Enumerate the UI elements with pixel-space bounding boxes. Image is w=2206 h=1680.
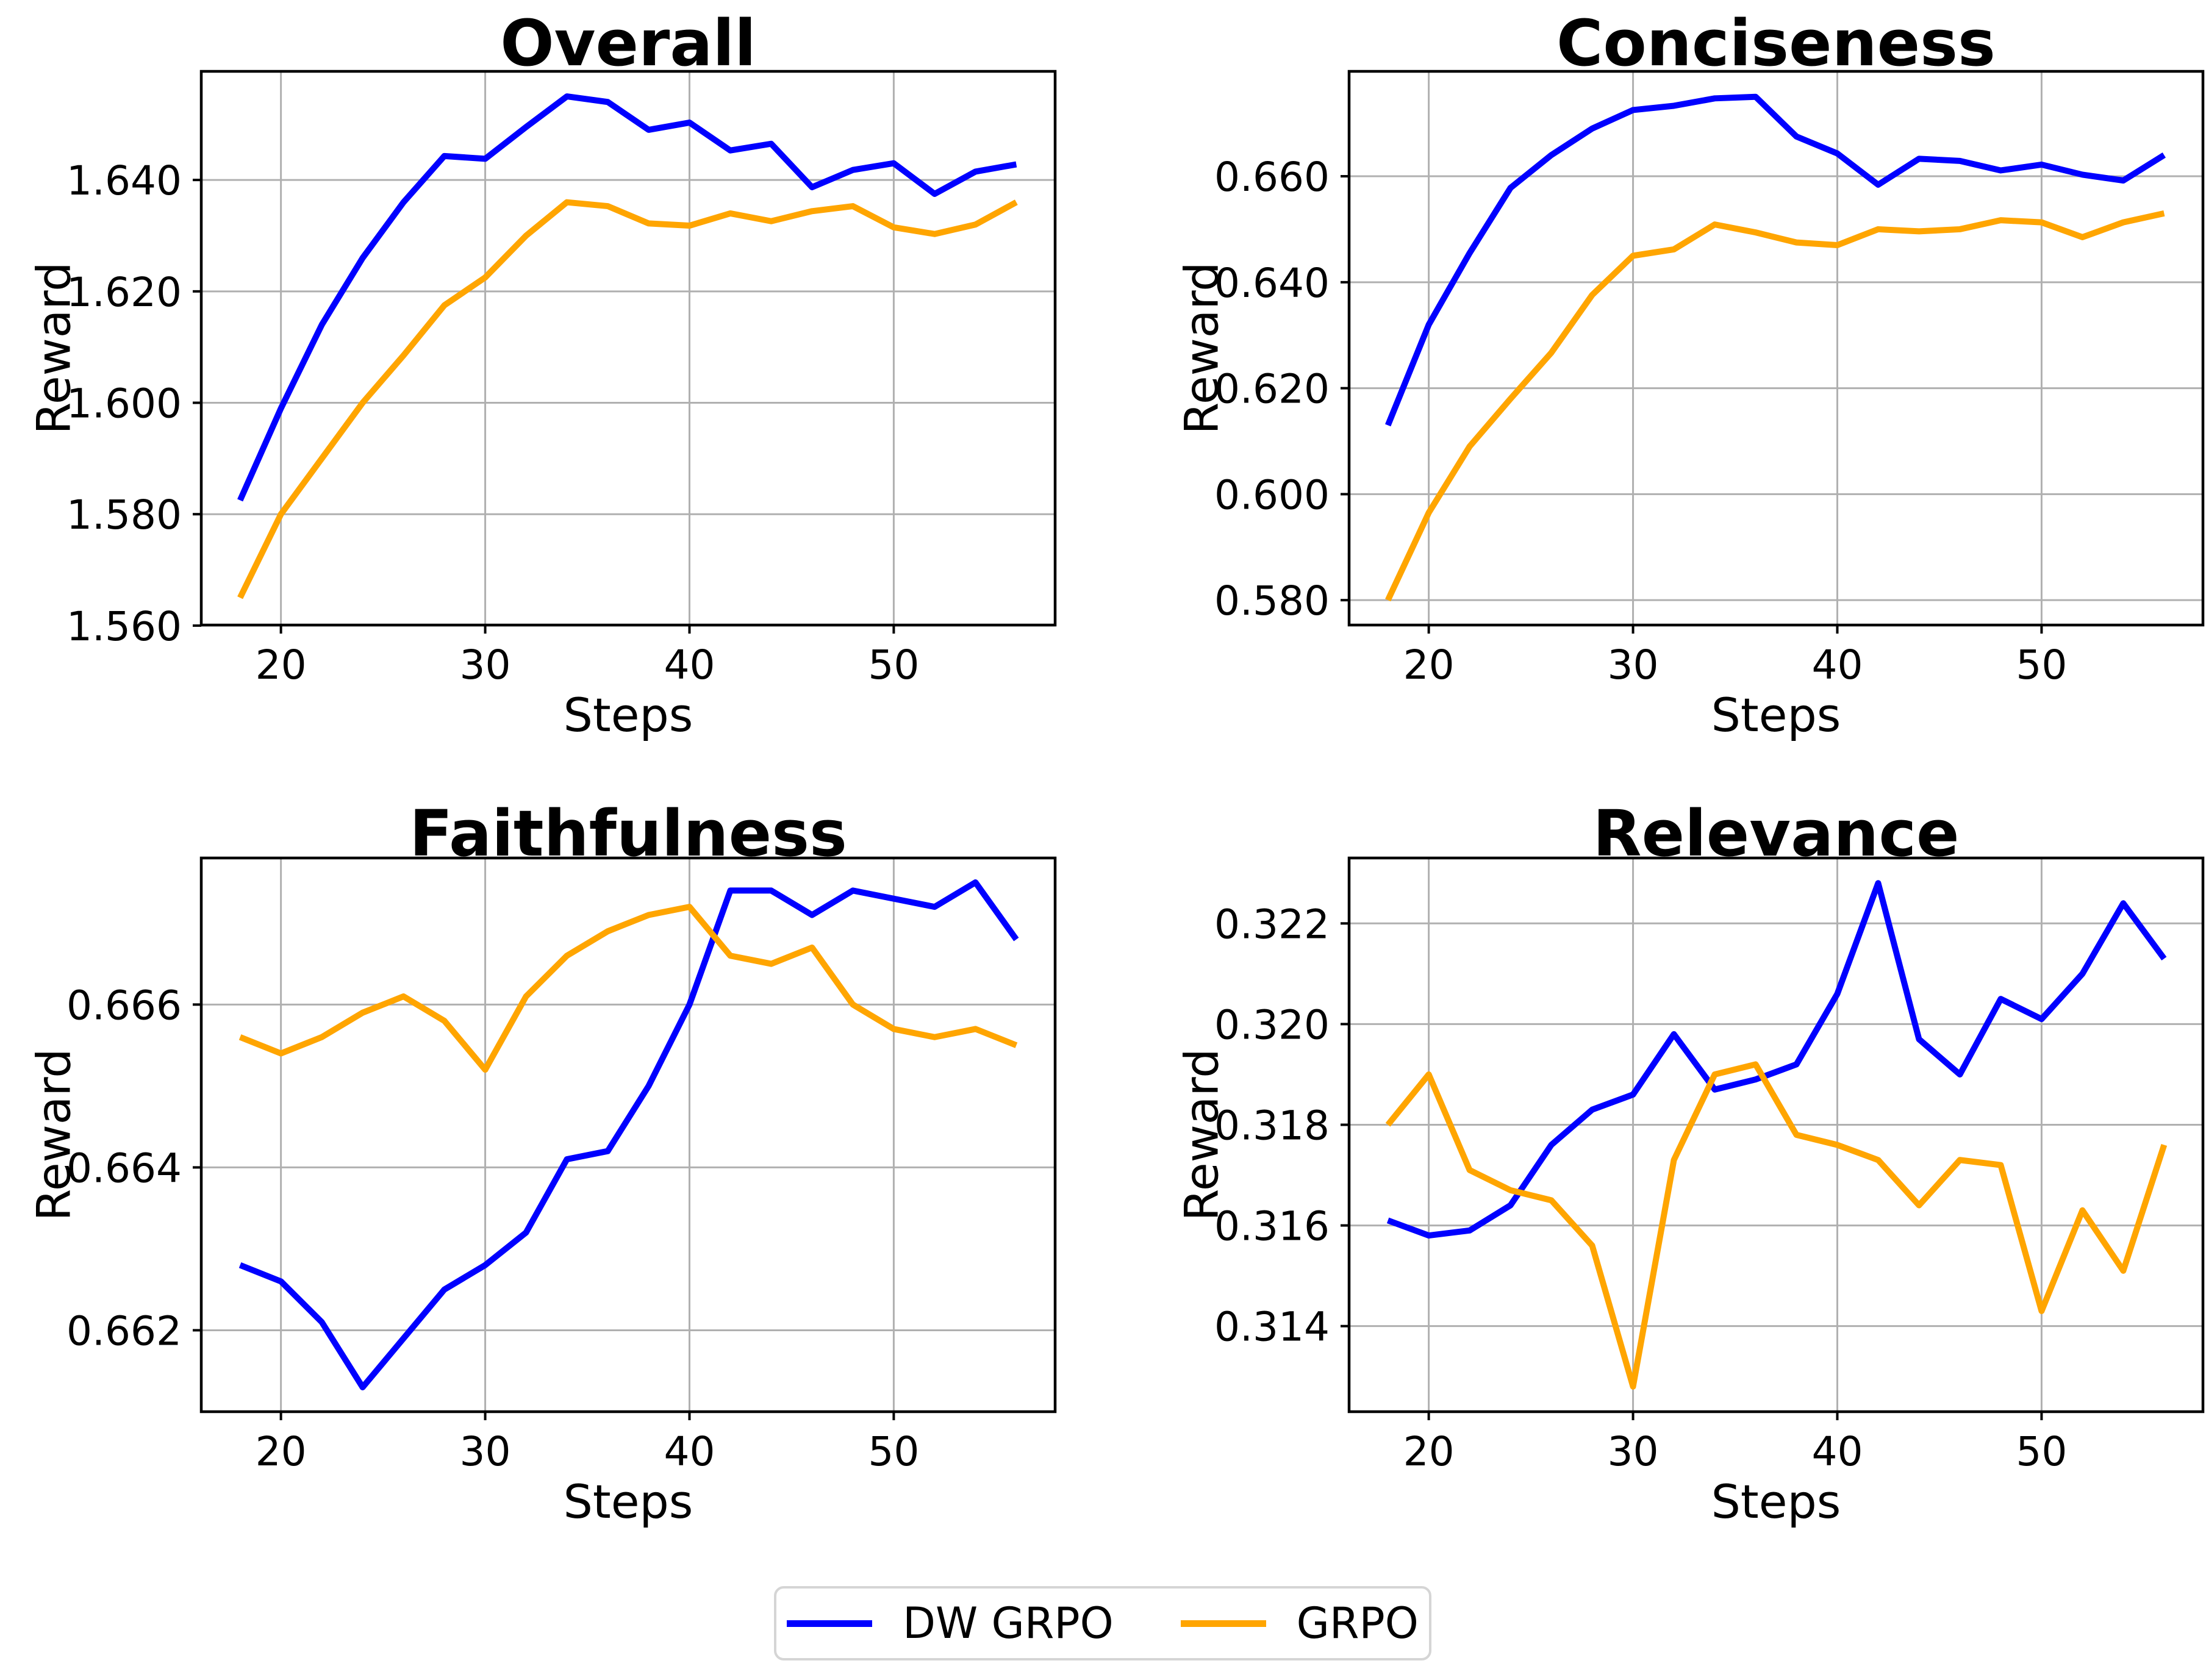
y-tick-label: 1.600 — [66, 381, 182, 427]
axes-spine — [1347, 856, 2205, 1414]
plot-background — [201, 858, 1055, 1412]
x-tick-label: 20 — [256, 1428, 307, 1475]
series-line-grpo — [1385, 210, 2165, 602]
series-line-grpo — [1385, 1061, 2168, 1390]
y-tick-label: 0.640 — [1214, 260, 1330, 307]
legend-item-dw-grpo: DW GRPO — [787, 1598, 1114, 1648]
y-axis-label: Reward — [1174, 1048, 1229, 1221]
y-tick-label: 0.580 — [1214, 577, 1330, 624]
series-line-dw-grpo — [1386, 880, 2167, 1239]
y-tick-label: 1.620 — [66, 269, 182, 316]
dw-grpo-line-sample — [787, 1620, 873, 1627]
chart-title: Relevance — [1592, 796, 1960, 871]
plot-background — [1349, 858, 2203, 1412]
series-line-dw-grpo — [238, 879, 1019, 1390]
x-tick-label: 40 — [1811, 1428, 1863, 1475]
x-tick-label: 30 — [1608, 642, 1659, 688]
x-tick-label: 30 — [1608, 1428, 1659, 1475]
series-line-dw-grpo — [237, 93, 1017, 502]
x-tick-label: 30 — [460, 642, 511, 688]
y-tick-label: 1.580 — [66, 491, 182, 538]
y-tick-label: 1.640 — [66, 157, 182, 204]
y-tick-label: 0.620 — [1214, 366, 1330, 413]
grpo-line-sample — [1180, 1620, 1266, 1627]
y-tick-label: 0.664 — [66, 1145, 182, 1192]
y-tick-label: 0.600 — [1214, 471, 1330, 518]
y-tick-label: 0.666 — [66, 982, 182, 1029]
conciseness-plot: 20 30 40 50 0.580 0.600 0.620 0.640 0.660 — [1214, 70, 2205, 688]
plot-background — [201, 71, 1055, 625]
y-axis-label: Reward — [26, 1048, 81, 1221]
x-tick-label: 40 — [1811, 642, 1863, 688]
x-tick-label: 20 — [1403, 1428, 1455, 1475]
relevance-plot: 20 30 40 50 0.314 0.316 0.318 0.320 0.322 — [1214, 856, 2205, 1475]
chart-overall: Overall Reward Steps 20 30 40 50 1.560 1.580 1… — [0, 0, 1073, 787]
x-tick-label: 50 — [2016, 1428, 2067, 1475]
legend-item-grpo: GRPO — [1180, 1598, 1419, 1648]
x-tick-label: 20 — [1403, 642, 1455, 688]
legend-label: GRPO — [1296, 1598, 1419, 1648]
x-tick-label: 30 — [460, 1428, 511, 1475]
legend: DW GRPO GRPO — [774, 1586, 1431, 1660]
x-axis-label: Steps — [563, 1474, 693, 1529]
y-axis-label: Reward — [1174, 262, 1229, 435]
x-tick-label: 50 — [868, 642, 919, 688]
axes-spine — [199, 70, 1057, 627]
y-tick-label: 0.322 — [1214, 901, 1330, 948]
axes-spine — [199, 856, 1057, 1414]
x-axis-label: Steps — [1711, 1474, 1841, 1529]
chart-title: Faithfulness — [409, 796, 847, 871]
x-tick-label: 50 — [868, 1428, 919, 1475]
y-tick-label: 0.662 — [66, 1307, 182, 1354]
faithfulness-plot: 20 30 40 50 0.662 0.664 0.666 — [66, 856, 1057, 1475]
y-tick-label: 0.314 — [1214, 1304, 1330, 1351]
y-tick-label: 0.316 — [1214, 1203, 1330, 1250]
y-tick-label: 0.660 — [1214, 154, 1330, 201]
y-tick-label: 1.560 — [66, 603, 182, 650]
chart-title: Conciseness — [1556, 6, 1996, 80]
series-line-grpo — [237, 199, 1018, 599]
chart-relevance: Relevance Reward Steps 20 30 40 50 0.314 0.31… — [1148, 787, 2206, 1598]
legend-label: DW GRPO — [903, 1598, 1114, 1648]
x-tick-label: 50 — [2016, 642, 2067, 688]
x-tick-label: 40 — [664, 1428, 715, 1475]
chart-conciseness: Conciseness Reward Steps 20 30 40 50 0.580 0.… — [1148, 0, 2206, 787]
plot-background — [1349, 71, 2203, 625]
y-tick-label: 0.318 — [1214, 1102, 1330, 1149]
chart-title: Overall — [500, 6, 756, 80]
overall-plot: 20 30 40 50 1.560 1.580 1.600 1.620 1.640 — [66, 70, 1057, 688]
chart-faithfulness: Faithfulness Reward Steps 20 30 40 50 0.662 0… — [0, 787, 1073, 1598]
x-tick-label: 20 — [256, 642, 307, 688]
y-axis-label: Reward — [26, 262, 81, 435]
series-line-grpo — [238, 904, 1018, 1073]
x-tick-label: 40 — [664, 642, 715, 688]
y-tick-label: 0.320 — [1214, 1001, 1330, 1048]
x-axis-label: Steps — [563, 688, 693, 742]
axes-spine — [1347, 70, 2205, 627]
x-axis-label: Steps — [1711, 688, 1841, 742]
series-line-dw-grpo — [1385, 93, 2166, 427]
